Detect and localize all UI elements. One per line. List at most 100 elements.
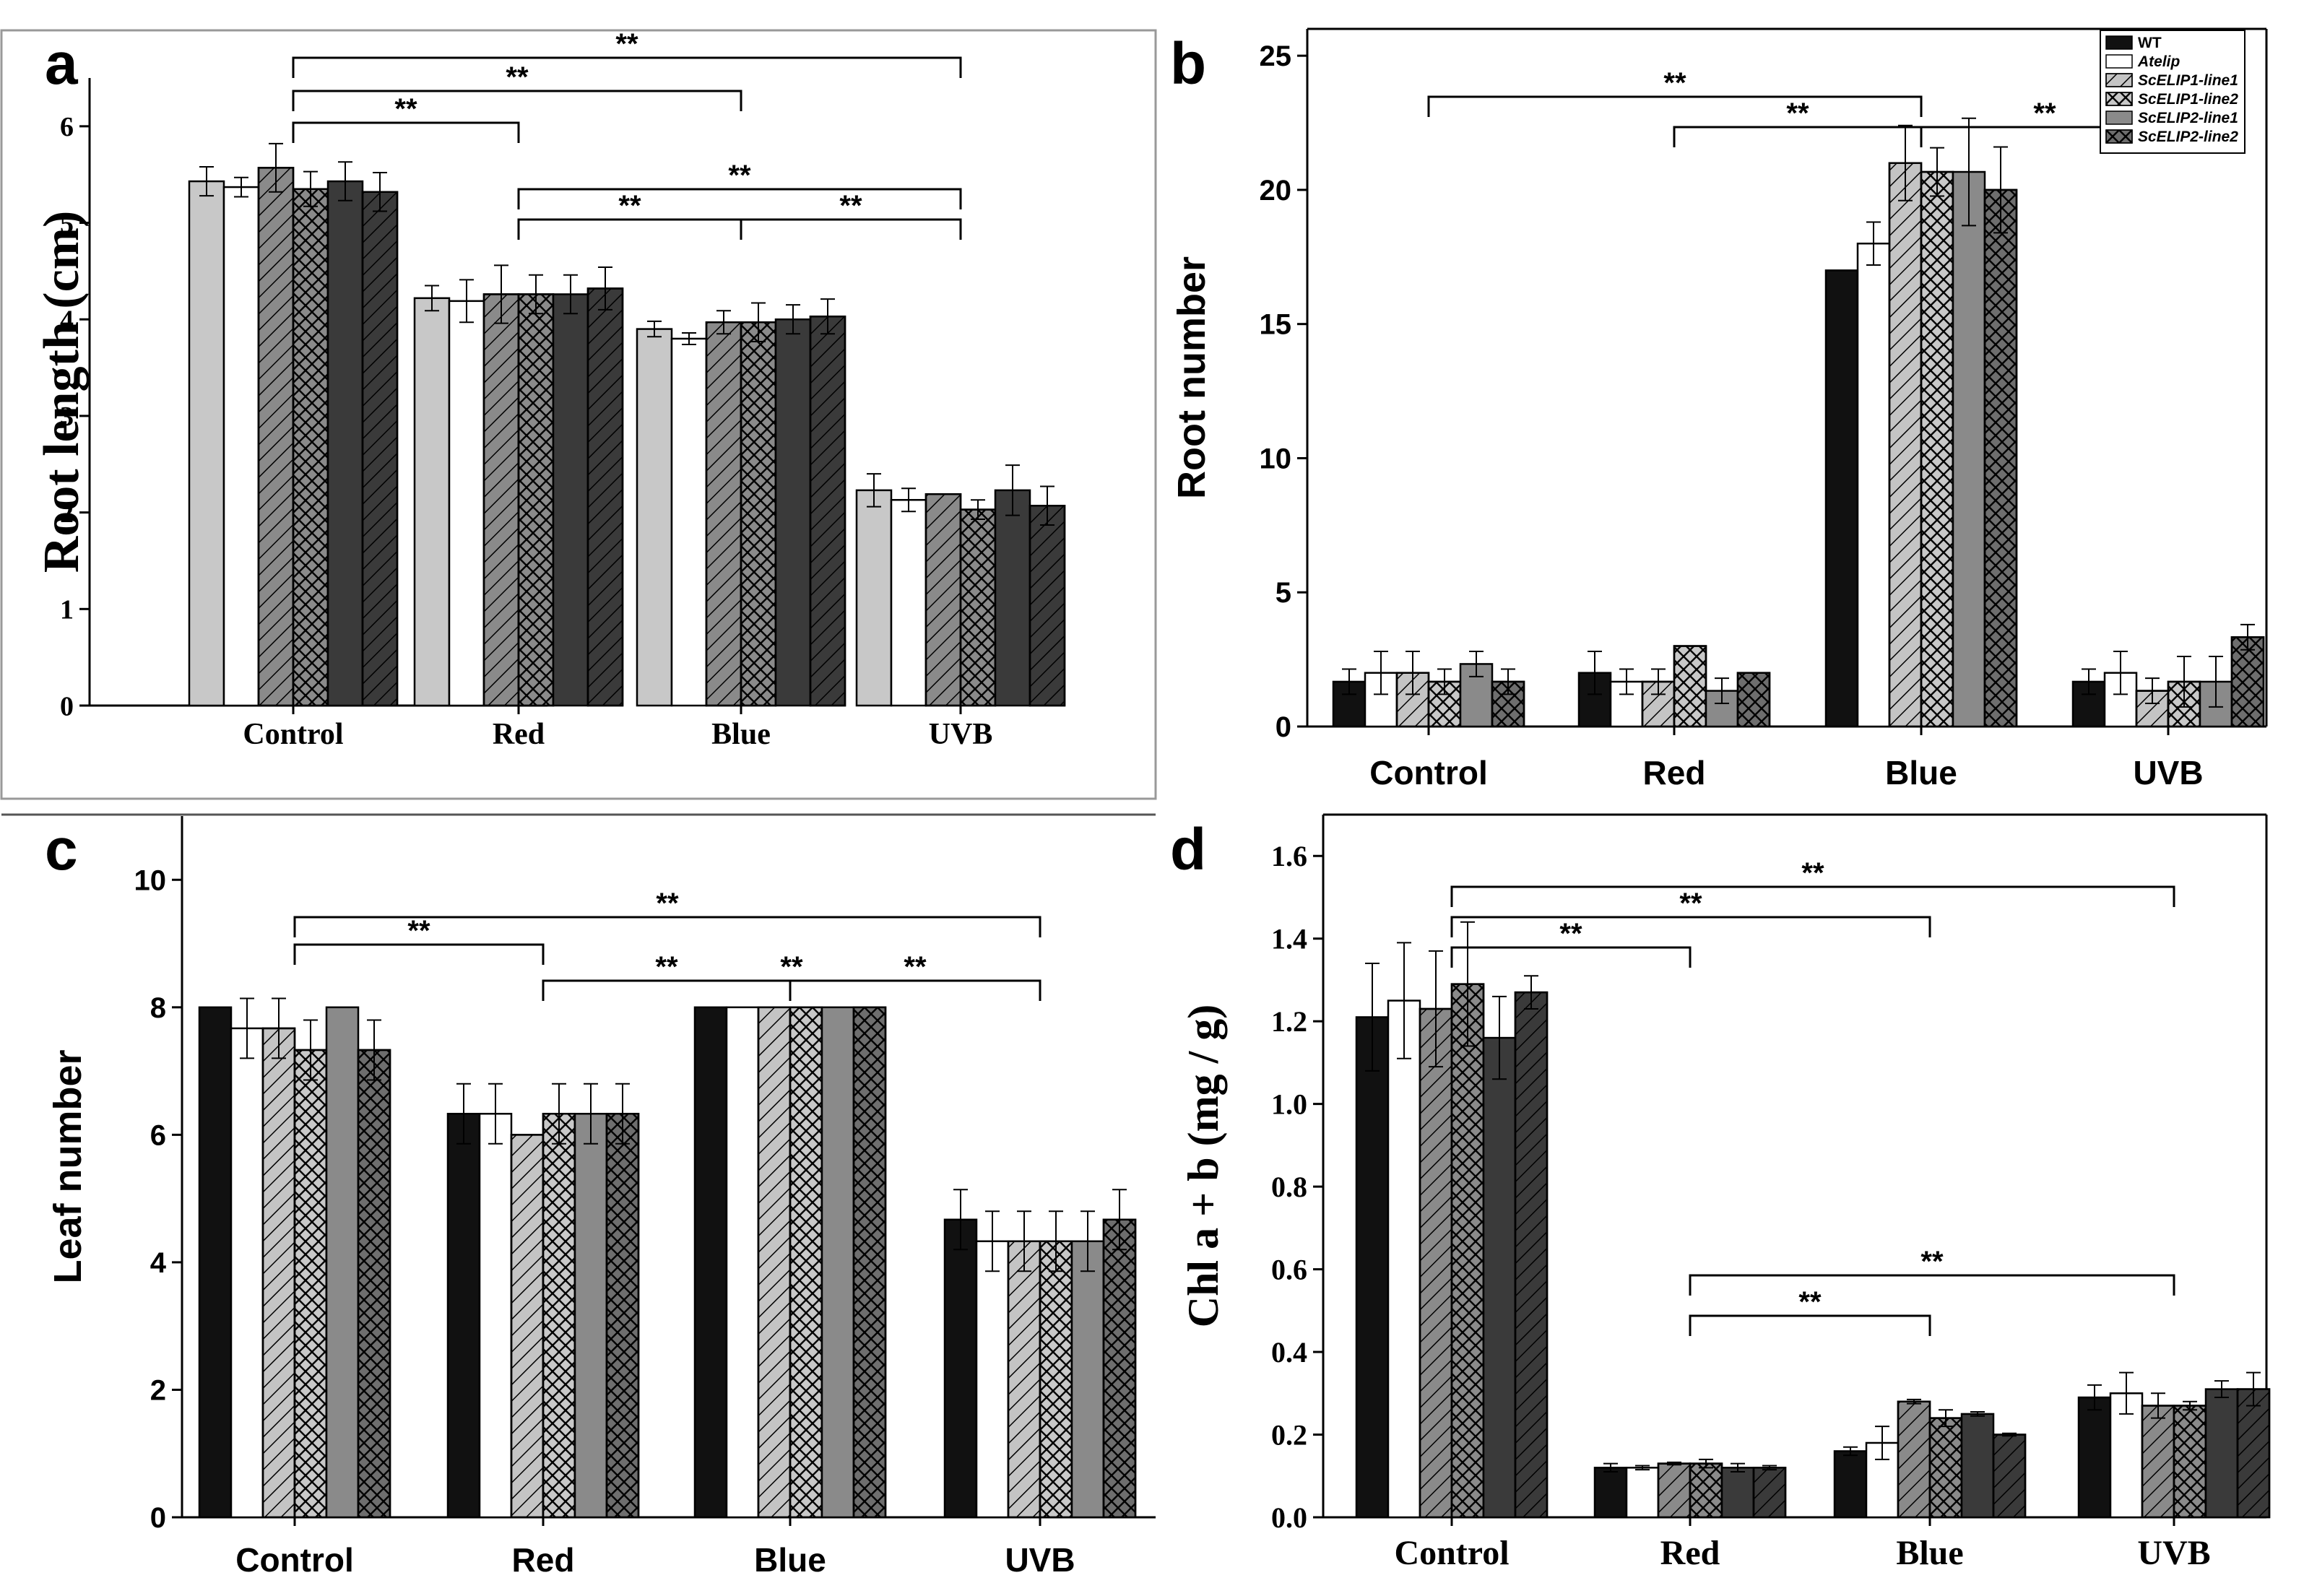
legend-label: ScELIP2-line1 xyxy=(2138,110,2238,126)
significance-label-d: ** xyxy=(1679,888,1702,919)
significance-bracket-a xyxy=(740,218,962,240)
significance-bracket-b xyxy=(1427,95,1923,117)
significance-label-d: ** xyxy=(1798,1286,1822,1318)
y-tick-label-a: 1 xyxy=(60,595,74,625)
significance-label-b: ** xyxy=(1663,67,1686,99)
bar-hatch-c xyxy=(1039,1240,1073,1519)
bar-hatch-d xyxy=(1689,1462,1723,1519)
bar-hatch-b xyxy=(1983,188,2018,728)
bar-hatch-a xyxy=(1028,505,1066,707)
significance-bracket-d xyxy=(1689,1274,2175,1296)
bar-a xyxy=(448,300,485,707)
bar-hatch-d xyxy=(1419,1007,1453,1519)
x-tick-label-a: Blue xyxy=(711,718,771,751)
bar-hatch-c xyxy=(357,1049,391,1519)
y-axis-label-c: Leaf number xyxy=(46,1049,90,1283)
bar-hatch-d xyxy=(1752,1467,1787,1519)
y-tick-label-d: 1.2 xyxy=(1271,1005,1307,1038)
x-tick-label-c: Control xyxy=(235,1541,354,1579)
panel-letter-d: d xyxy=(1170,817,1206,882)
bar-a xyxy=(413,297,451,707)
bar-hatch-d xyxy=(1928,1417,1963,1519)
legend-swatch xyxy=(2105,35,2133,50)
y-tick-label-b: 15 xyxy=(1260,309,1292,341)
panel-b-chart: 0 5 10 15 20 25 Root number Control Red Blue UVB **… xyxy=(1170,27,2268,792)
bar-a xyxy=(552,293,589,707)
legend-swatch xyxy=(2105,54,2133,69)
bar-hatch-a xyxy=(517,293,555,707)
bar-d xyxy=(1833,1450,1868,1519)
legend-label: ScELIP1-line2 xyxy=(2138,91,2238,108)
bar-c xyxy=(198,1006,233,1519)
significance-label-a: ** xyxy=(839,190,862,222)
x-tick-label-c: Red xyxy=(512,1541,575,1579)
significance-bracket-d xyxy=(1450,946,1692,968)
significance-label-c: ** xyxy=(656,888,679,919)
y-tick-label-b: 5 xyxy=(1276,577,1291,609)
y-tick-label-b: 0 xyxy=(1276,711,1291,743)
bar-hatch-c xyxy=(1007,1240,1041,1519)
y-tick-label-c: 10 xyxy=(134,864,167,896)
x-tick-label-b: UVB xyxy=(2133,754,2203,792)
bar-hatch-a xyxy=(257,167,295,707)
legend-label: WT xyxy=(2138,35,2162,51)
bar-c xyxy=(975,1240,1010,1519)
legend-swatch xyxy=(2105,110,2133,125)
bar-hatch-b xyxy=(2230,636,2265,728)
y-tick-label-a: 6 xyxy=(60,112,74,142)
x-tick-label-a: Control xyxy=(243,718,343,751)
y-tick-label-c: 0 xyxy=(150,1502,166,1534)
significance-label-a: ** xyxy=(618,190,641,222)
x-tick-label-a: Red xyxy=(493,718,545,751)
significance-label-a: ** xyxy=(728,160,751,191)
bar-d xyxy=(1960,1413,1995,1519)
significance-bracket-c xyxy=(293,916,1041,937)
y-tick-label-a: 2 xyxy=(60,498,74,529)
significance-bracket-a xyxy=(292,56,962,78)
bar-a xyxy=(855,489,893,707)
legend-label: ScELIP1-line1 xyxy=(2138,72,2238,89)
legend-swatch-hatch xyxy=(2105,92,2133,106)
bar-hatch-b xyxy=(1673,645,1707,728)
bar-hatch-a xyxy=(586,287,624,707)
y-axis-label-d: Chl a + b (mg / g) xyxy=(1179,1005,1227,1328)
bar-a xyxy=(890,498,927,707)
bar-hatch-a xyxy=(292,188,329,707)
bar-hatch-c xyxy=(1102,1218,1137,1519)
bar-c xyxy=(446,1112,481,1519)
bar-hatch-d xyxy=(2141,1405,2175,1519)
bar-c xyxy=(820,1006,855,1519)
significance-label-c: ** xyxy=(780,951,803,983)
y-tick-label-d: 0.4 xyxy=(1271,1336,1307,1369)
bar-a xyxy=(326,180,364,707)
y-tick-label-a: 3 xyxy=(60,402,74,432)
bar-hatch-d xyxy=(1992,1434,2027,1519)
bar-hatch-c xyxy=(852,1006,887,1519)
bar-c xyxy=(1070,1240,1105,1519)
significance-label-a: ** xyxy=(394,93,417,125)
significance-bracket-d xyxy=(1450,885,2175,907)
y-tick-label-b: 20 xyxy=(1260,175,1292,207)
panel-letter-a: a xyxy=(45,31,79,97)
bar-hatch-a xyxy=(482,293,520,707)
bar-c xyxy=(693,1006,728,1519)
bar-hatch-a xyxy=(740,321,777,707)
significance-label-d: ** xyxy=(1920,1246,1944,1278)
panel-c-chart: 0 2 4 6 8 10 Leaf number Control Red Blue UVB ** ** *… xyxy=(46,816,1156,1579)
bar-hatch-b xyxy=(1888,162,1923,728)
bar-c xyxy=(943,1218,978,1519)
y-tick-label-c: 8 xyxy=(150,992,166,1024)
bar-d xyxy=(2077,1396,2112,1519)
significance-bracket-c xyxy=(542,979,792,1001)
panel-a-frame xyxy=(0,29,1157,800)
bar-a xyxy=(188,180,225,707)
bar-d xyxy=(1355,1016,1390,1519)
bar-c xyxy=(325,1006,360,1519)
bar-d xyxy=(1482,1036,1517,1519)
bar-hatch-c xyxy=(789,1006,823,1519)
bar-a xyxy=(994,489,1031,707)
bar-b xyxy=(1824,269,1859,728)
bar-b xyxy=(1952,170,1986,728)
significance-bracket-b xyxy=(1673,126,1923,147)
